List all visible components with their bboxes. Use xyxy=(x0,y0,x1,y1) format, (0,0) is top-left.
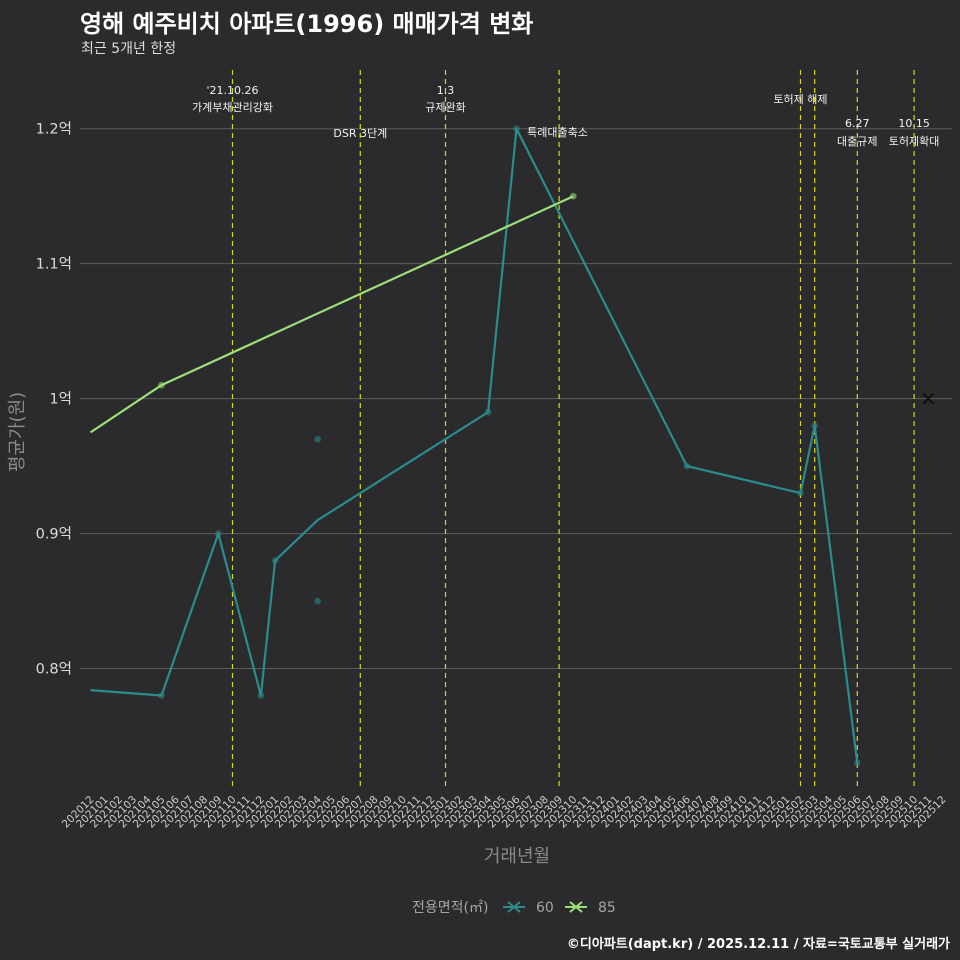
x-axis-ticks: 2020122021012021022021032021042021052021… xyxy=(60,793,949,830)
legend-cross-60 xyxy=(507,901,521,913)
event-annotation: 6.27 xyxy=(845,117,870,130)
data-point-60 xyxy=(797,489,804,497)
cross-marker xyxy=(922,392,935,405)
x-axis-label: 거래년월 xyxy=(484,846,550,867)
legend-label-60: 60 xyxy=(536,900,554,916)
series-lines xyxy=(89,127,859,764)
y-axis-ticks: 0.8억 0.9억 1억 1.1억 1.2억 xyxy=(36,121,72,678)
data-point-60 xyxy=(158,692,165,699)
data-point-60 xyxy=(215,530,222,537)
event-annotation: DSR 3단계 xyxy=(333,127,387,140)
series-line-60 xyxy=(90,127,859,764)
data-point-60 xyxy=(257,692,265,699)
event-annotation: 가계부채관리강화 xyxy=(192,101,273,114)
data-point-60 xyxy=(484,408,492,416)
data-points xyxy=(158,125,935,767)
data-point-60 xyxy=(811,422,818,429)
source-caption: ©디아파트(dapt.kr) / 2025.12.11 / 자료=국토교통부 실… xyxy=(566,937,950,952)
event-annotation: 대출규제 xyxy=(837,135,877,148)
chart-subtitle: 최근 5개년 한정 xyxy=(81,41,177,57)
legend: 전용면적(㎡) 60 85 xyxy=(412,900,616,916)
data-point-85 xyxy=(158,381,165,389)
y-axis-label: 평균가(원) xyxy=(7,392,28,472)
grid-lines xyxy=(80,128,952,670)
data-point-60 xyxy=(271,557,279,564)
data-point-60 xyxy=(854,759,861,767)
data-point-60 xyxy=(314,435,322,443)
event-annotation: 10.15 xyxy=(898,117,930,130)
legend-cross-85 xyxy=(569,901,583,913)
event-annotation: 규제완화 xyxy=(425,101,465,114)
series-line-85 xyxy=(89,195,574,434)
data-point-60 xyxy=(513,125,520,133)
y-tick-label: 0.9억 xyxy=(36,526,72,543)
chart-title: 영해 예주비치 아파트(1996) 매매가격 변화 xyxy=(80,10,534,38)
data-point-60 xyxy=(683,462,691,470)
legend-label-85: 85 xyxy=(598,900,616,916)
y-tick-label: 1억 xyxy=(49,391,72,408)
y-tick-label: 1.1억 xyxy=(36,256,72,273)
event-annotation: 토허제확대 xyxy=(889,135,940,148)
legend-title: 전용면적(㎡) xyxy=(412,900,488,916)
y-tick-label: 1.2억 xyxy=(36,121,72,138)
event-annotation: 특례대출축소 xyxy=(527,126,588,139)
event-annotation: 1.3 xyxy=(437,84,455,97)
event-annotation: '21.10.26 xyxy=(206,84,258,97)
data-point-60 xyxy=(314,597,322,605)
data-point-85 xyxy=(570,192,577,200)
y-tick-label: 0.8억 xyxy=(36,661,72,678)
event-annotation: 토허제 해제 xyxy=(773,92,827,106)
